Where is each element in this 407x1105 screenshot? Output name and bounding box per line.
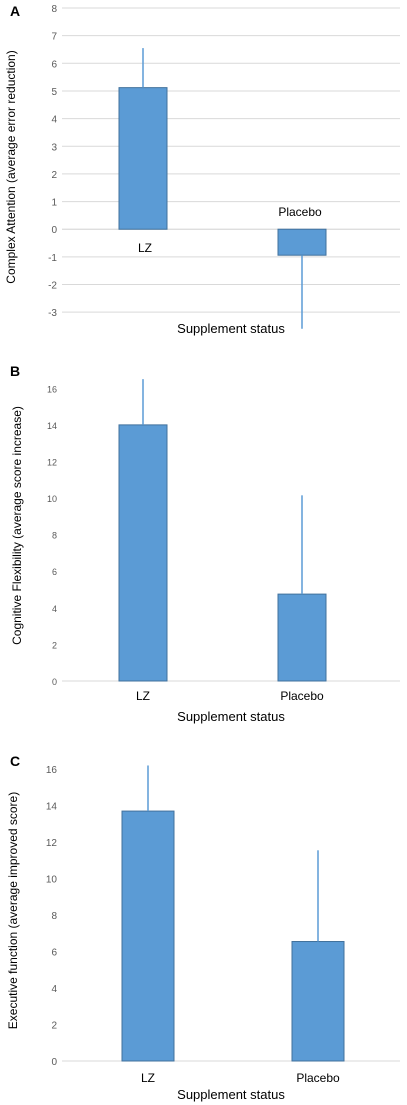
y-tick-label: 10 [47,494,57,504]
y-tick-label: 0 [51,1057,57,1068]
y-tick-label: 2 [51,170,57,181]
y-tick-label: 0 [52,677,57,687]
y-tick-label: 12 [47,457,57,467]
y-tick-label: -2 [48,281,57,292]
y-tick-label: 5 [51,87,57,98]
y-tick-label: 14 [46,802,58,813]
panel-label: A [10,3,20,19]
y-axis-label: Executive function (average improved sco… [6,792,20,1029]
bar-placebo [291,941,345,1062]
y-tick-label: -1 [48,253,57,264]
y-tick-label: 1 [51,198,57,209]
y-tick-label: 8 [51,911,57,922]
category-label: LZ [136,689,150,703]
bar-lz [118,87,168,230]
bar-lz [118,424,168,682]
y-tick-label: 6 [51,59,57,70]
chart-panel-b: B 0 2 4 6 8 10 12 14 16 LZ Placebo Supplement status… [10,363,400,724]
category-label: LZ [138,241,152,255]
y-tick-label: 4 [51,984,57,995]
x-axis-label: Supplement status [177,1087,285,1102]
y-tick-label: 8 [51,4,57,15]
y-tick-label: 4 [52,604,57,614]
bar-placebo [277,228,327,256]
y-axis-label: Cognitive Flexibility (average score inc… [10,406,24,645]
y-tick-label: 10 [46,875,58,886]
bar-placebo [277,593,327,682]
x-axis-label: Supplement status [177,321,285,336]
y-tick-label: 3 [51,142,57,153]
y-tick-label: 16 [46,765,58,776]
panel-label: C [10,753,20,769]
y-tick-label: 0 [51,225,57,236]
y-tick-label: 4 [51,115,57,126]
category-label: LZ [141,1071,155,1085]
chart-panel-c: C 0 2 4 6 8 10 12 14 16 LZ Placebo Supplement status… [6,753,400,1102]
y-tick-label: 16 [47,384,57,394]
category-label: Placebo [296,1071,340,1085]
y-tick-label: 6 [52,567,57,577]
y-tick-label: 2 [52,640,57,650]
category-label: Placebo [280,689,324,703]
y-tick-label: 7 [51,32,57,43]
y-axis-label: Complex Attention (average error reducti… [4,50,18,283]
x-axis-label: Supplement status [177,709,285,724]
y-tick-label: 6 [51,948,57,959]
panel-label: B [10,363,20,379]
y-tick-label: 14 [47,421,57,431]
y-tick-label: 8 [52,531,57,541]
y-tick-label: -3 [48,308,57,319]
bar-lz [121,810,175,1062]
y-tick-label: 2 [51,1021,57,1032]
y-tick-label: 12 [46,838,58,849]
chart-panel-a: A -3 -2 -1 0 1 2 3 4 5 6 7 8 LZ Placebo Supplement stat… [4,3,400,336]
category-label: Placebo [278,205,322,219]
